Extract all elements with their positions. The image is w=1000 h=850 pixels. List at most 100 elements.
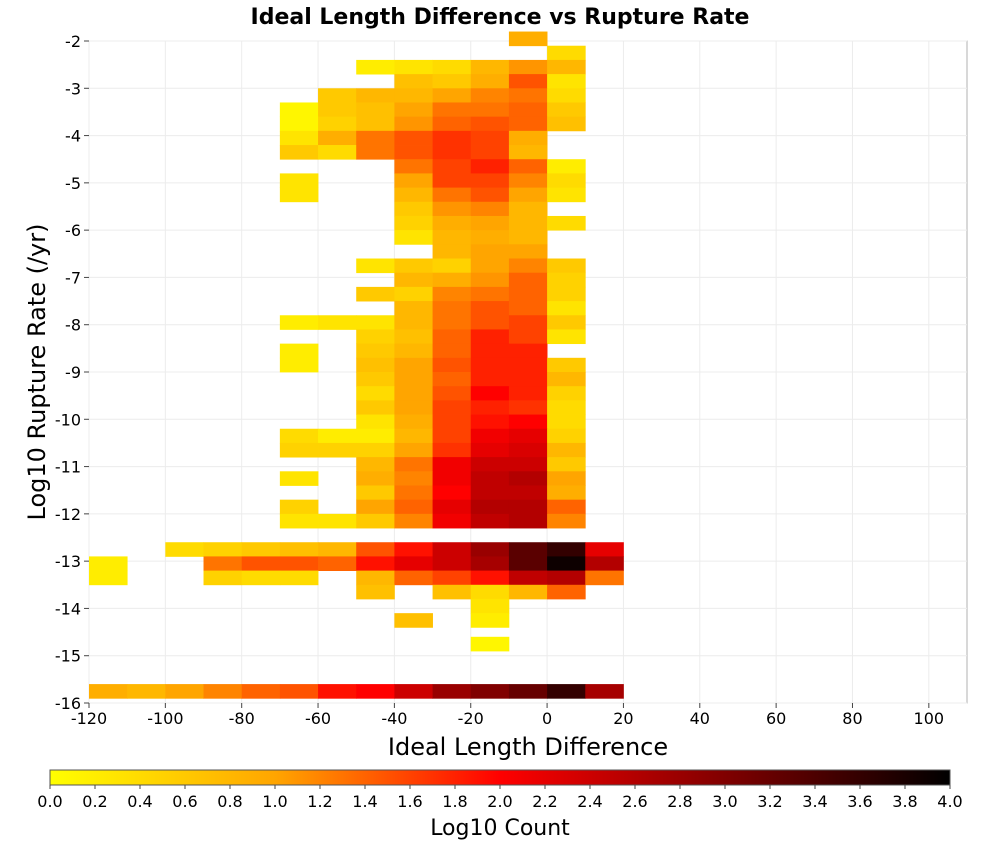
colorbar-tick-label: 3.2 — [757, 792, 782, 811]
chart-title: Ideal Length Difference vs Rupture Rate — [251, 5, 750, 30]
heatmap-cell — [547, 187, 586, 203]
heatmap-cell — [432, 301, 472, 316]
heatmap-cell — [394, 187, 433, 203]
y-tick-label: -11 — [55, 458, 81, 477]
heatmap-cell — [279, 556, 319, 571]
heatmap-cell — [279, 315, 319, 330]
heatmap-cell — [470, 145, 510, 160]
heatmap-cell — [432, 414, 472, 430]
heatmap-cell — [432, 485, 472, 501]
heatmap-cell — [394, 116, 433, 132]
colorbar-tick-label: 0.4 — [127, 792, 152, 811]
heatmap-cell — [394, 442, 433, 458]
heatmap-cell — [470, 485, 510, 501]
heatmap-cell — [470, 201, 510, 217]
heatmap-cell — [279, 684, 319, 699]
heatmap-cell — [432, 258, 472, 274]
heatmap-cell — [508, 173, 548, 188]
colorbar-tick-label: 3.8 — [892, 792, 917, 811]
x-tick-label: -100 — [147, 709, 183, 728]
heatmap-cell — [356, 428, 395, 444]
heatmap-cell — [394, 201, 433, 217]
heatmap-cell — [470, 301, 510, 316]
heatmap-cell — [318, 428, 357, 444]
heatmap-cell — [470, 159, 510, 174]
heatmap-cell — [508, 343, 548, 359]
heatmap-cell — [508, 258, 548, 274]
heatmap-cell — [470, 684, 510, 699]
heatmap-cell — [547, 357, 586, 373]
heatmap-cell — [356, 286, 395, 302]
heatmap-cell — [470, 272, 510, 288]
heatmap-cell — [547, 570, 586, 586]
colorbar-tick-label: 2.0 — [487, 792, 512, 811]
heatmap-cell — [470, 329, 510, 345]
x-axis-label: Ideal Length Difference — [388, 733, 668, 761]
heatmap-cell — [470, 584, 510, 600]
heatmap-cell — [432, 457, 472, 472]
heatmap-cell — [470, 59, 510, 75]
heatmap-cell — [279, 570, 319, 586]
heatmap-cell — [547, 513, 586, 529]
heatmap-cell — [394, 428, 433, 444]
heatmap-cell — [432, 584, 472, 600]
heatmap-cell — [547, 457, 586, 472]
heatmap-cell — [508, 187, 548, 203]
heatmap-cell — [318, 542, 357, 557]
colorbar-tick-label: 4.0 — [937, 792, 962, 811]
colorbar-tick-label: 2.8 — [667, 792, 692, 811]
heatmap-cell — [356, 329, 395, 345]
heatmap-cell — [241, 542, 281, 557]
y-tick-label: -9 — [65, 363, 81, 382]
heatmap-cell — [547, 286, 586, 302]
heatmap-cell — [508, 116, 548, 132]
heatmap-cell — [279, 116, 319, 132]
heatmap-cell — [279, 542, 319, 557]
heatmap-cell — [432, 513, 472, 529]
heatmap-cell — [241, 570, 281, 586]
heatmap-cell — [508, 357, 548, 373]
heatmap-cell — [394, 471, 433, 486]
heatmap-cell — [470, 598, 510, 614]
x-axis-ticks: -120 -100 -80 -60 -40 -20 0 20 40 60 80 100 — [71, 703, 944, 728]
heatmap-cell — [508, 542, 548, 557]
heatmap-cell — [356, 116, 395, 132]
heatmap-cell — [508, 201, 548, 217]
heatmap-cell — [470, 173, 510, 188]
heatmap-cell — [356, 315, 395, 330]
heatmap-cell — [356, 570, 395, 586]
heatmap-cell — [279, 499, 319, 515]
heatmap-cell — [432, 244, 472, 259]
heatmap-cell — [318, 102, 357, 118]
heatmap-cell — [470, 130, 510, 146]
heatmap-cell — [203, 556, 243, 571]
heatmap-cell — [89, 570, 128, 586]
heatmap-cell — [508, 102, 548, 118]
heatmap-cell — [585, 570, 624, 586]
heatmap-cell — [508, 59, 548, 75]
heatmap-cell — [432, 173, 472, 188]
colorbar-tick-label: 2.4 — [577, 792, 602, 811]
heatmap-cell — [394, 286, 433, 302]
heatmap-cell — [394, 145, 433, 160]
heatmap-cell — [470, 457, 510, 472]
heatmap-cell — [547, 45, 586, 61]
heatmap-cell — [470, 414, 510, 430]
heatmap-cell — [394, 159, 433, 174]
heatmap-cell — [432, 59, 472, 75]
heatmap-cell — [432, 272, 472, 288]
heatmap-cell — [508, 159, 548, 174]
x-tick-label: 20 — [613, 709, 633, 728]
heatmap-cell — [394, 74, 433, 89]
heatmap-cell — [547, 471, 586, 486]
heatmap-cell — [470, 428, 510, 444]
heatmap-cell — [432, 230, 472, 245]
heatmap-cell — [356, 258, 395, 274]
colorbar-tick-label: 1.8 — [442, 792, 467, 811]
heatmap-cell — [432, 286, 472, 302]
heatmap-cell — [508, 499, 548, 515]
heatmap-cell — [547, 215, 586, 231]
heatmap-cell — [508, 570, 548, 586]
y-tick-label: -14 — [55, 599, 81, 618]
heatmap-cell — [127, 684, 166, 699]
